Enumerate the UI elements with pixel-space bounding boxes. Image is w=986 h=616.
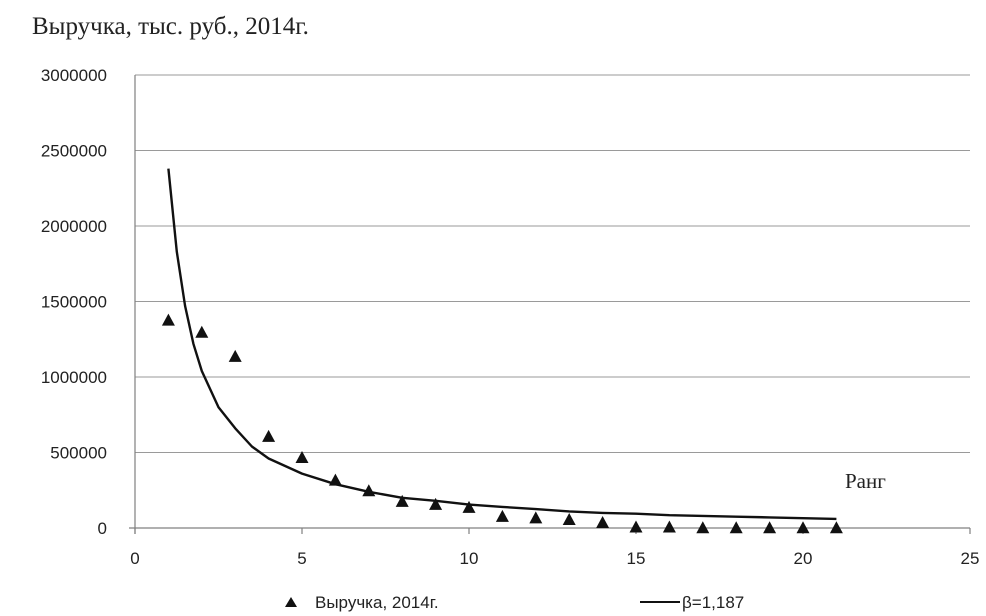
data-point-9 — [429, 497, 443, 510]
data-point-7 — [362, 484, 376, 497]
y-tick-3: 1500000 — [41, 293, 107, 312]
data-point-15 — [629, 520, 643, 533]
data-point-2 — [195, 325, 209, 338]
y-tick-2: 1000000 — [41, 368, 107, 387]
grid-lines — [135, 74, 970, 453]
data-point-1 — [161, 313, 175, 326]
data-points — [161, 313, 843, 534]
x-tick-3: 15 — [627, 549, 646, 568]
x-tick-4: 20 — [794, 549, 813, 568]
axes — [129, 75, 971, 534]
y-tick-0: 0 — [98, 519, 107, 538]
fit-line — [167, 168, 837, 521]
x-tick-labels: 0 5 10 15 20 25 — [130, 549, 979, 568]
fit-line-layer — [167, 168, 837, 521]
data-point-3 — [228, 349, 242, 362]
legend-label-revenue: Выручка, 2014г. — [315, 593, 439, 612]
x-tick-1: 5 — [297, 549, 306, 568]
y-tick-5: 2500000 — [41, 142, 107, 161]
data-point-4 — [262, 429, 276, 442]
y-tick-6: 3000000 — [41, 66, 107, 85]
data-point-12 — [529, 511, 543, 524]
data-point-21 — [829, 521, 843, 534]
legend: Выручка, 2014г. β=1,187 — [285, 593, 744, 612]
data-point-13 — [562, 512, 576, 525]
x-tick-2: 10 — [460, 549, 479, 568]
data-point-18 — [729, 521, 743, 534]
data-point-10 — [462, 500, 476, 513]
data-point-20 — [796, 521, 810, 534]
data-point-17 — [696, 521, 710, 534]
x-axis-label: Ранг — [845, 469, 886, 493]
x-tick-0: 0 — [130, 549, 139, 568]
data-point-6 — [328, 473, 342, 486]
data-point-11 — [495, 509, 509, 522]
x-tick-5: 25 — [961, 549, 980, 568]
data-point-8 — [395, 494, 409, 507]
y-axis-label: Выручка, тыс. руб., 2014г. — [32, 13, 309, 40]
y-tick-4: 2000000 — [41, 217, 107, 236]
data-point-5 — [295, 451, 309, 464]
data-point-16 — [662, 520, 676, 533]
legend-label-fit: β=1,187 — [682, 593, 744, 612]
data-point-19 — [763, 521, 777, 534]
y-tick-labels: 0 500000 1000000 1500000 2000000 2500000 30000… — [41, 66, 107, 538]
data-point-14 — [596, 515, 610, 528]
legend-triangle-marker — [285, 597, 297, 607]
y-tick-1: 500000 — [50, 444, 107, 463]
